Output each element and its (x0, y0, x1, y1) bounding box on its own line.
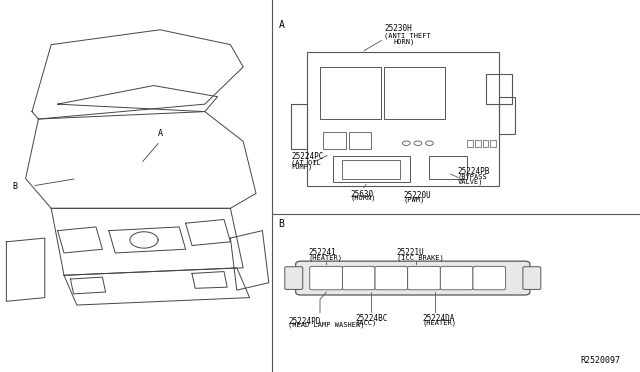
Bar (467, 140, 473, 147)
Text: R2520097: R2520097 (581, 356, 621, 365)
Text: (ANTI THEFT: (ANTI THEFT (384, 33, 431, 39)
Text: (AT OIL: (AT OIL (291, 159, 321, 166)
Bar (499, 97, 515, 134)
Text: B: B (278, 219, 284, 230)
Text: 25221U: 25221U (397, 248, 424, 257)
Bar (323, 132, 346, 149)
Text: 25224BC: 25224BC (355, 314, 388, 323)
Text: (HEAD LAMP WASHER): (HEAD LAMP WASHER) (288, 321, 365, 328)
FancyBboxPatch shape (285, 267, 303, 289)
Text: (PWM): (PWM) (403, 196, 424, 202)
Bar (349, 132, 371, 149)
Text: 25224PD: 25224PD (288, 317, 321, 326)
Bar (490, 140, 496, 147)
Text: HORN): HORN) (394, 39, 415, 45)
FancyBboxPatch shape (473, 266, 506, 290)
Text: 25224PB: 25224PB (458, 167, 490, 176)
FancyBboxPatch shape (408, 266, 440, 290)
Text: 25230H: 25230H (384, 25, 412, 33)
FancyBboxPatch shape (296, 261, 530, 295)
Text: A: A (157, 129, 163, 138)
Text: (ACC): (ACC) (355, 319, 376, 326)
Text: VALVE): VALVE) (458, 179, 483, 185)
Text: (BYPASS: (BYPASS (458, 174, 487, 180)
Text: B: B (13, 182, 18, 190)
Bar (486, 74, 512, 104)
Bar (333, 156, 410, 182)
Bar (342, 160, 400, 179)
FancyBboxPatch shape (440, 266, 473, 290)
Bar (307, 52, 499, 186)
Text: 25224PC: 25224PC (291, 152, 324, 161)
FancyBboxPatch shape (342, 266, 375, 290)
Text: 25224DA: 25224DA (422, 314, 455, 323)
Bar (483, 140, 488, 147)
Text: (HEATER): (HEATER) (422, 319, 456, 326)
Text: (ICC BRAKE): (ICC BRAKE) (397, 255, 444, 261)
FancyBboxPatch shape (310, 266, 342, 290)
FancyBboxPatch shape (375, 266, 408, 290)
Text: 25220U: 25220U (403, 191, 431, 200)
FancyBboxPatch shape (523, 267, 541, 289)
Text: 25630: 25630 (351, 190, 374, 199)
Text: PUMP): PUMP) (291, 164, 312, 170)
Bar (291, 104, 307, 149)
Text: A: A (278, 20, 284, 31)
Bar (429, 156, 467, 179)
Text: (HEATER): (HEATER) (308, 255, 342, 261)
Bar (384, 67, 445, 119)
Text: 252241: 252241 (308, 248, 336, 257)
Bar (320, 67, 381, 119)
Bar (475, 140, 481, 147)
Text: (HORN): (HORN) (351, 195, 376, 201)
